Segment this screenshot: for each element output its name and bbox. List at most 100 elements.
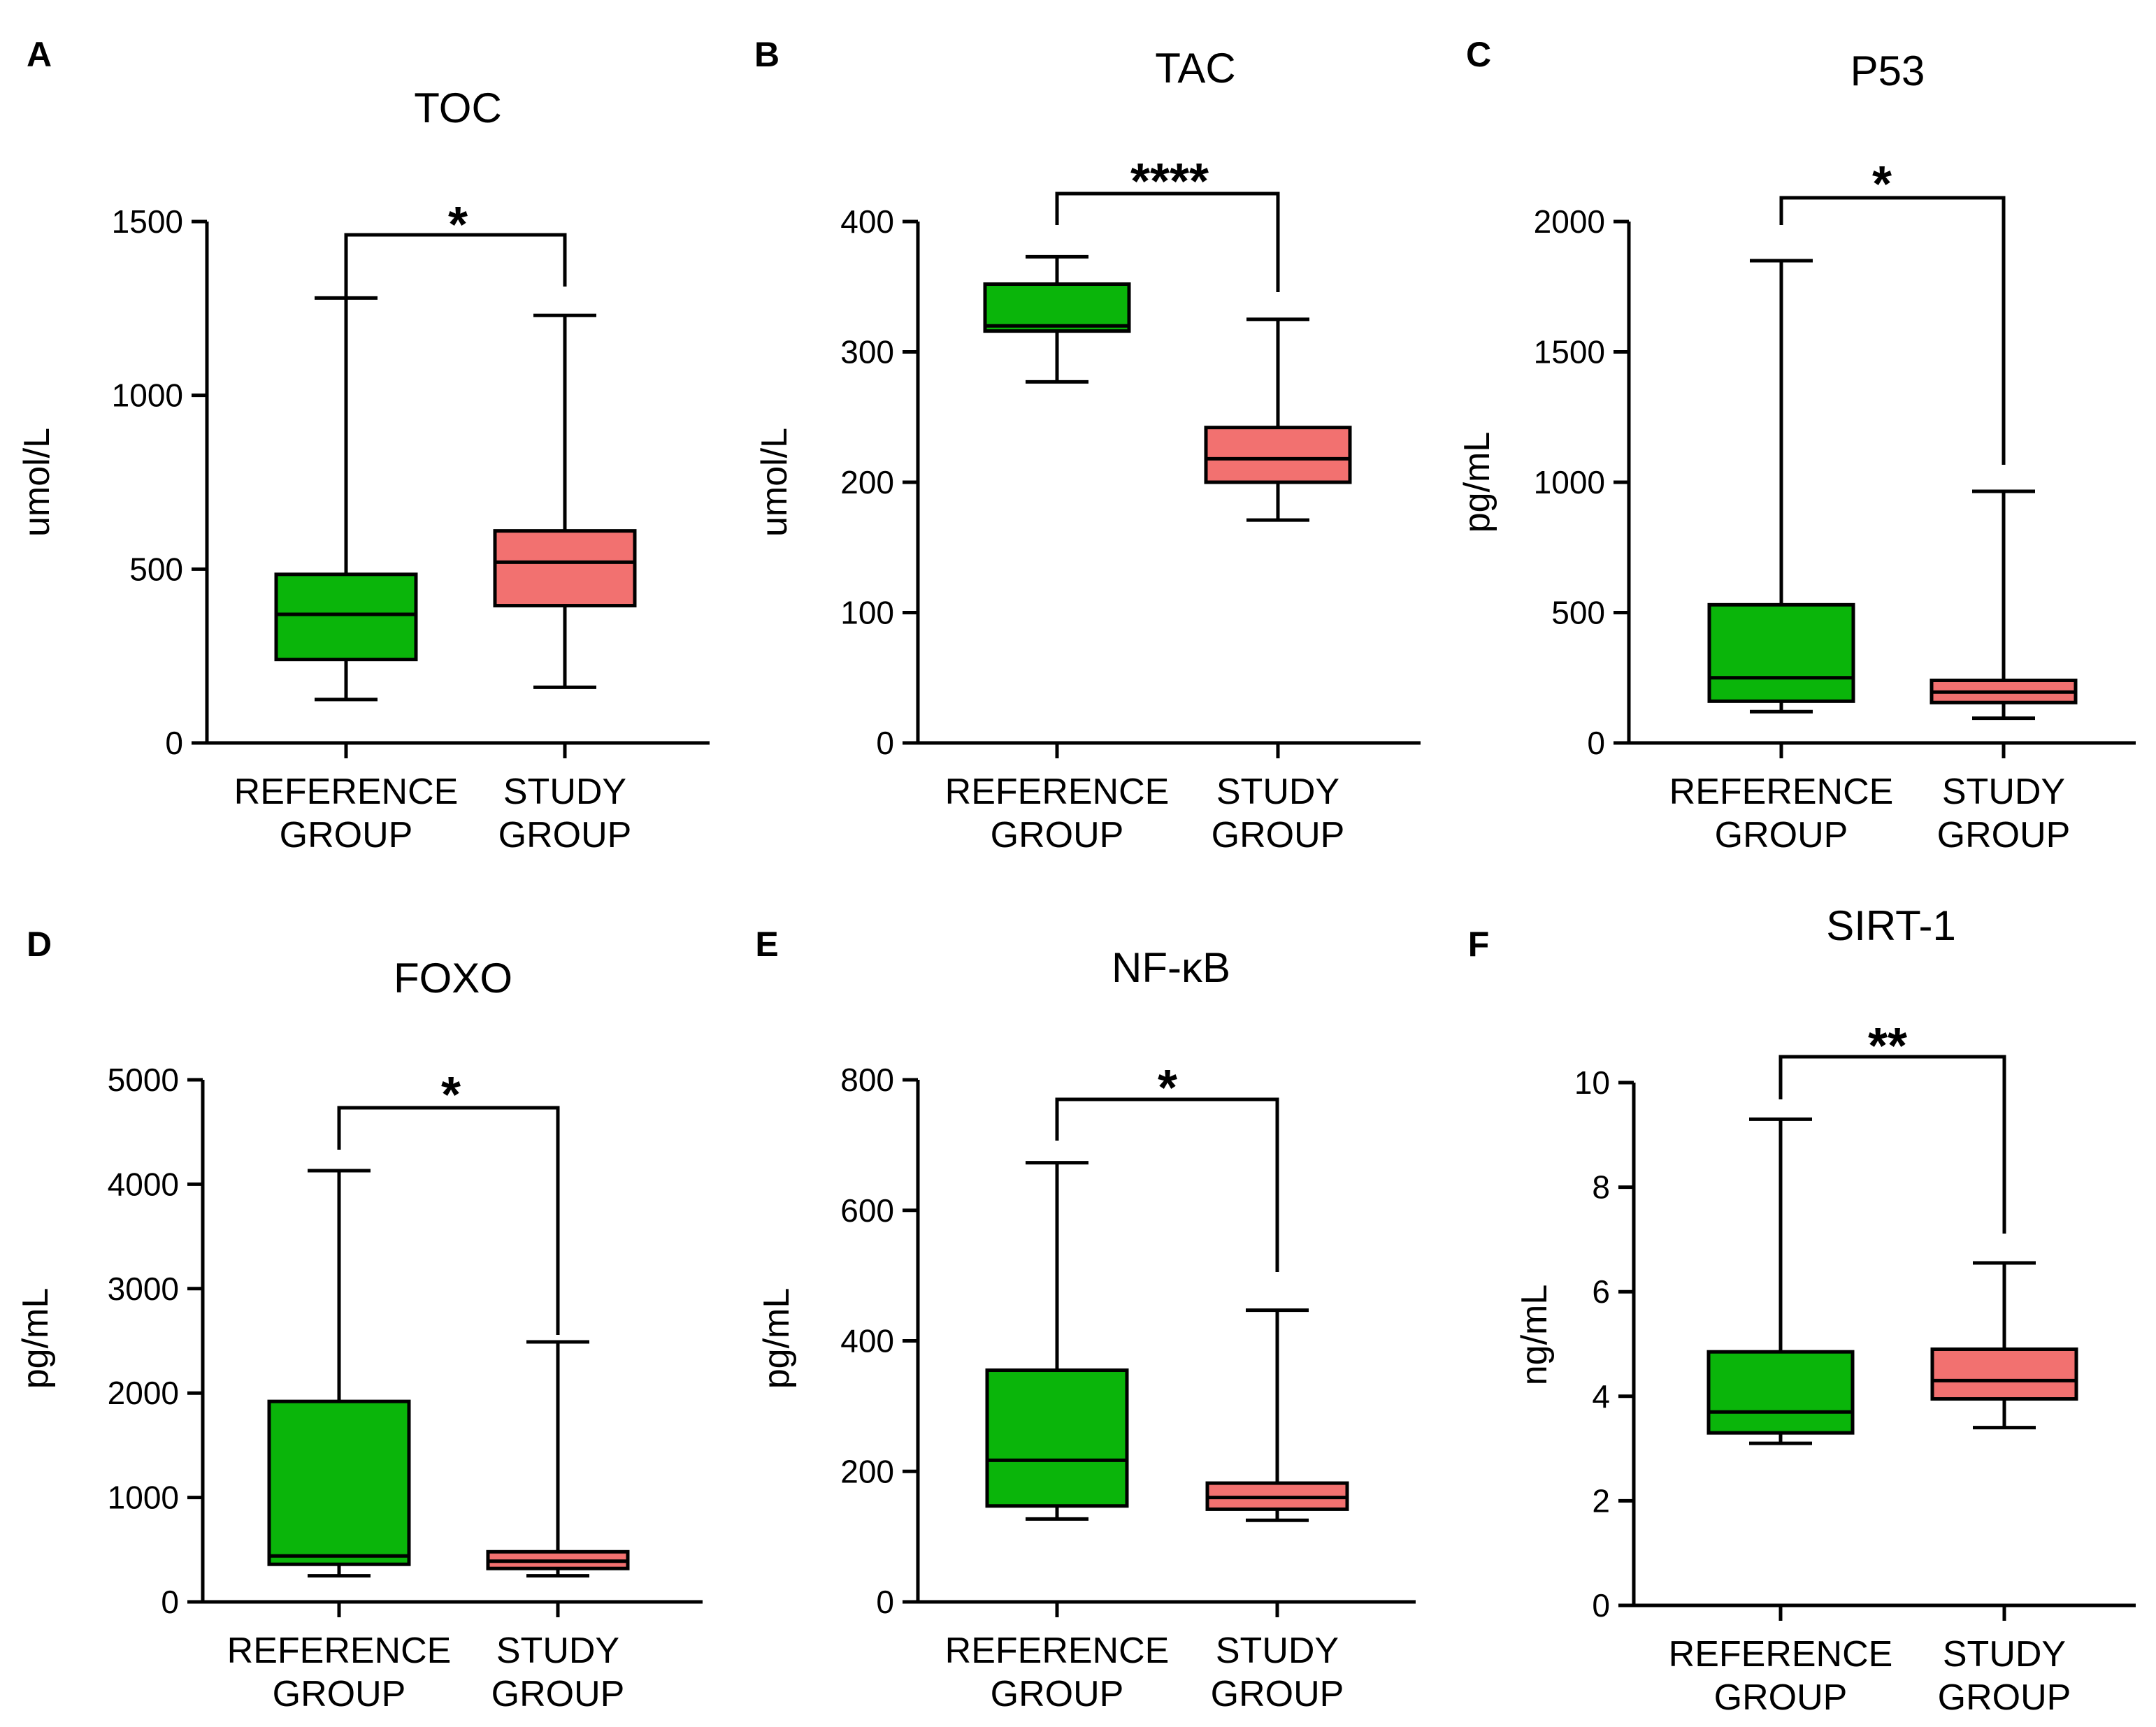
y-tick-label: 600	[840, 1192, 894, 1229]
study-group-box	[493, 529, 637, 608]
y-tick-label: 200	[840, 1453, 894, 1489]
significance-label: *	[448, 197, 468, 253]
y-tick-label: 1000	[108, 1480, 179, 1516]
reference-group-box	[983, 282, 1131, 333]
y-axis-label: ng/mL	[1514, 1285, 1555, 1386]
y-tick-label: 2	[1592, 1482, 1610, 1519]
y-tick-label: 5000	[108, 1062, 179, 1098]
x-tick-label: STUDY GROUP	[491, 1631, 625, 1714]
x-tick-label: STUDY GROUP	[1212, 772, 1345, 855]
y-tick-label: 0	[1592, 1587, 1610, 1624]
x-tick-label: REFERENCE GROUP	[234, 772, 459, 855]
x-tick-label: STUDY GROUP	[1937, 772, 2071, 855]
y-tick-label: 6	[1592, 1273, 1610, 1310]
significance-label: **	[1868, 1018, 1907, 1074]
x-tick-label: REFERENCE GROUP	[1669, 1634, 1893, 1718]
chart-title: P53	[1850, 48, 1925, 94]
panel-letter: E	[755, 925, 778, 964]
y-tick-label: 0	[165, 725, 183, 761]
panel-letter: C	[1466, 35, 1491, 74]
y-tick-label: 0	[161, 1584, 179, 1620]
y-tick-label: 500	[129, 551, 183, 587]
reference-group-box	[1706, 1350, 1855, 1435]
significance-label: *	[441, 1067, 461, 1123]
y-tick-label: 1500	[112, 203, 183, 240]
panel-b: B TAC umol/L 0 100 200 300 400 REFERENCE GROUP STU…	[754, 35, 1421, 855]
x-tick-label: REFERENCE GROUP	[945, 1631, 1170, 1714]
y-axis-label: umol/L	[17, 428, 57, 537]
reference-group-box	[267, 1399, 411, 1566]
study-group-box-group	[1204, 317, 1352, 522]
y-tick-label: 100	[840, 595, 894, 631]
panel-letter: F	[1468, 925, 1490, 964]
panel-f: F SIRT-1 ng/mL 0 2 4 6 8 10 REFERENCE GROUP STUDY GR…	[1468, 902, 2136, 1718]
y-tick-label: 4000	[108, 1166, 179, 1202]
reference-group-box-group	[1706, 1117, 1855, 1445]
panel-letter: D	[27, 925, 52, 964]
study-group-box-group	[1929, 489, 2078, 721]
panel-a: A TOC umol/L 0 500 1000 1500 REFERENCE GROUP STUD…	[17, 35, 710, 855]
significance-label: *	[1158, 1060, 1177, 1116]
significance-bracket	[1779, 196, 2006, 465]
y-tick-label: 1000	[112, 377, 183, 414]
y-tick-label: 2000	[1534, 203, 1605, 240]
y-tick-label: 0	[876, 725, 894, 761]
y-tick-label: 500	[1551, 595, 1605, 631]
study-group-box-group	[1930, 1261, 2078, 1430]
y-axis-label: pg/mL	[1457, 432, 1497, 533]
chart-title: SIRT-1	[1826, 902, 1956, 949]
x-tick-label: REFERENCE GROUP	[945, 772, 1170, 855]
y-tick-label: 8	[1592, 1169, 1610, 1206]
significance-label: ****	[1130, 154, 1209, 210]
significance-label: *	[1872, 157, 1892, 212]
panel-letter: B	[754, 35, 779, 74]
significance-bracket	[337, 1106, 560, 1335]
y-tick-label: 1000	[1534, 464, 1605, 500]
y-tick-label: 200	[840, 464, 894, 500]
y-axis-label: pg/mL	[15, 1288, 56, 1389]
panel-letter: A	[27, 35, 52, 74]
x-tick-label: STUDY GROUP	[1938, 1634, 2071, 1718]
chart-title: FOXO	[394, 955, 512, 1002]
significance-bracket	[1055, 1097, 1279, 1272]
x-tick-label: REFERENCE GROUP	[227, 1631, 452, 1714]
panel-c: C P53 pg/mL 0 500 1000 1500 2000 REFERENCE GROUP S…	[1457, 35, 2136, 855]
study-group-box	[1204, 426, 1352, 484]
reference-group-box	[274, 572, 418, 662]
x-tick-label: STUDY GROUP	[1211, 1631, 1344, 1714]
chart-title: NF-κB	[1112, 944, 1230, 991]
y-tick-label: 400	[840, 1323, 894, 1359]
x-tick-label: STUDY GROUP	[498, 772, 632, 855]
panel-e: E NF-κB pg/mL 0 200 400 600 800 REFERENCE GROUP ST…	[755, 925, 1416, 1714]
y-axis-label: pg/mL	[756, 1288, 797, 1389]
reference-group-box-group	[983, 254, 1131, 384]
x-tick-label: REFERENCE GROUP	[1669, 772, 1894, 855]
reference-group-box-group	[267, 1169, 411, 1578]
y-tick-label: 3000	[108, 1271, 179, 1307]
reference-group-box-group	[274, 296, 418, 702]
chart-title: TAC	[1155, 45, 1236, 92]
y-tick-label: 2000	[108, 1375, 179, 1411]
y-tick-label: 800	[840, 1062, 894, 1098]
significance-bracket	[1055, 192, 1280, 292]
significance-bracket	[1778, 1055, 2006, 1234]
y-tick-label: 0	[1587, 725, 1605, 761]
study-group-box-group	[1205, 1308, 1349, 1522]
reference-group-box	[985, 1368, 1129, 1508]
study-group-box-group	[493, 313, 637, 689]
significance-bracket	[344, 233, 567, 297]
study-group-box-group	[486, 1340, 630, 1578]
y-tick-label: 1500	[1534, 334, 1605, 370]
y-tick-label: 0	[876, 1584, 894, 1620]
chart-title: TOC	[414, 85, 502, 131]
y-tick-label: 10	[1574, 1064, 1610, 1101]
y-tick-label: 400	[840, 203, 894, 240]
y-tick-label: 4	[1592, 1378, 1610, 1415]
y-tick-label: 300	[840, 334, 894, 370]
study-group-box	[1930, 1347, 2078, 1401]
reference-group-box-group	[985, 1161, 1129, 1521]
y-axis-label: umol/L	[754, 428, 795, 537]
panel-d: D FOXO pg/mL 0 1000 2000 3000 4000 5000 REFERENCE…	[15, 925, 703, 1714]
reference-group-box	[1707, 602, 1855, 703]
